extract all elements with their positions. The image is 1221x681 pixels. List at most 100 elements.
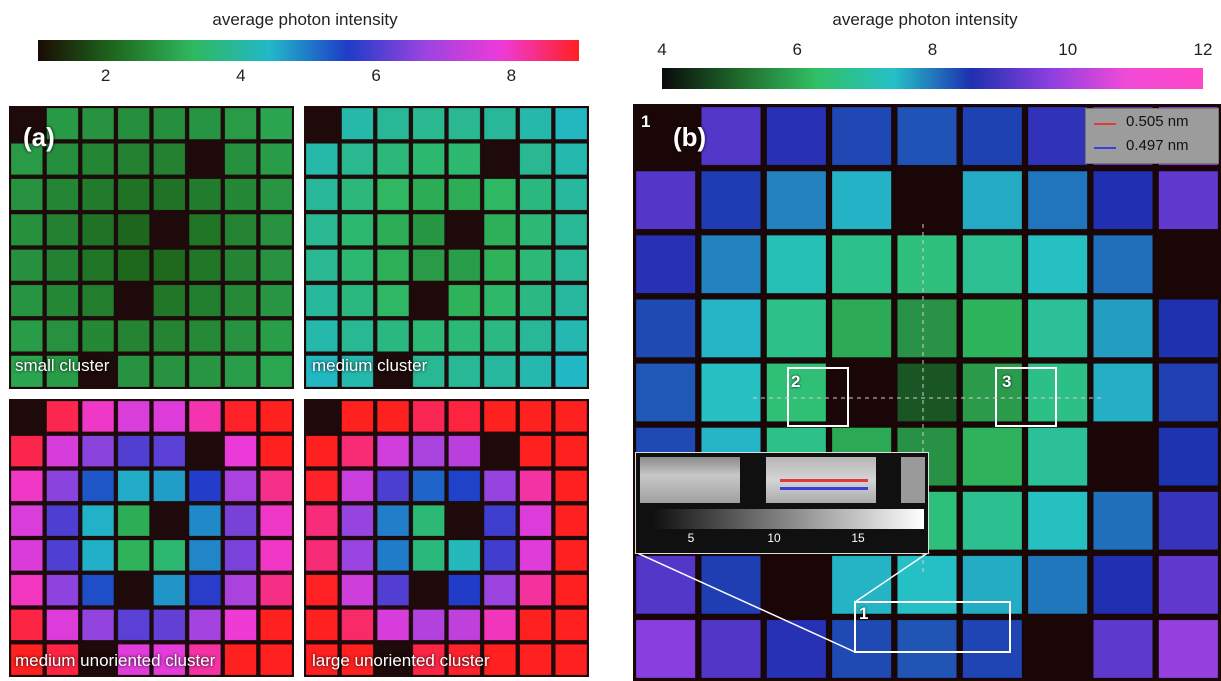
colorbar-tick: 4 [236,66,246,85]
inset-grayscale-bar [654,509,924,529]
detector-tile [341,107,374,140]
inset-red-line [780,479,868,482]
detector-tile [555,107,588,140]
detector-tile [260,178,293,211]
detector-tile [188,319,222,352]
legend-item: 0.497 nm [1086,137,1218,159]
detector-tile [46,400,79,433]
detector-image [10,107,293,388]
detector-tile [153,470,186,502]
detector-tile [519,355,552,388]
detector-tile [766,363,827,422]
detector-tile [153,574,186,606]
detector-tile [46,574,79,606]
panel-a-small-cluster: (a) small cluster [9,106,294,389]
detector-tile [519,643,552,676]
detector-tile [1158,299,1219,358]
detector-tile [519,609,552,641]
detector-tile [1158,427,1219,486]
detector-tile [448,539,481,572]
detector-tile [1158,491,1219,551]
detector-tile [1027,299,1088,358]
detector-tile [448,470,481,502]
detector-tile [46,107,79,140]
detector-tile [117,643,150,676]
detector-tile [897,106,957,166]
detector-tile [555,470,588,502]
detector-tile [483,319,517,352]
detector-tile [224,470,257,502]
detector-tile [117,178,150,211]
detector-tile [341,249,374,282]
detector-tile [962,299,1023,358]
detector-tile [188,609,222,641]
detector-tile [46,249,79,282]
detector-tile [224,178,257,211]
detector-tile [376,249,410,282]
detector-tile [555,319,588,352]
detector-tile [483,504,517,537]
detector-tile [483,213,517,246]
detector-tile [897,555,957,615]
detector-tile [1027,555,1088,615]
detector-tile [117,249,150,282]
detector-tile [701,234,761,294]
detector-tile [1027,427,1088,486]
detector-tile [46,504,79,537]
detector-tile [10,470,43,502]
detector-tile [412,400,445,433]
detector-tile [341,400,374,433]
inset-image-right [901,457,925,503]
detector-tile [1093,619,1153,679]
detector-tile [46,470,79,502]
detector-tile [10,213,43,246]
inset-connector-line [634,551,856,653]
colorbar-a-title: average photon intensity [212,10,398,29]
detector-tile [117,470,150,502]
detector-tile [897,619,957,679]
detector-tile [81,470,115,502]
detector-tile [117,213,150,246]
detector-tile [10,143,43,176]
detector-tile [224,319,257,352]
detector-tile [1093,491,1153,551]
detector-tile [412,143,445,176]
detector-tile [412,539,445,572]
detector-tile [766,234,827,294]
detector-tile [188,504,222,537]
detector-tile [376,504,410,537]
corner-number: 1 [641,112,651,131]
detector-tile [412,470,445,502]
detector-tile [117,143,150,176]
detector-tile [260,284,293,317]
box-2-label: 2 [791,372,801,391]
detector-image [10,400,293,676]
colorbar-tick: 10 [1058,40,1078,59]
detector-tile [46,609,79,641]
detector-tile [412,435,445,467]
box-3-label: 3 [1002,372,1012,391]
detector-tile [188,213,222,246]
detector-tile [341,643,374,676]
inset-image-middle [766,457,876,503]
detector-tile [635,363,696,422]
detector-tile [519,249,552,282]
colorbar-tick: 2 [100,66,111,85]
detector-tile [153,107,186,140]
legend-item: 0.505 nm [1086,113,1218,135]
detector-tile [305,143,338,176]
detector-tile [376,284,410,317]
detector-tile [519,284,552,317]
detector-tile [117,435,150,467]
detector-tile [81,400,115,433]
detector-tile [555,355,588,388]
detector-tile [46,319,79,352]
detector-tile [448,249,481,282]
box-1-label: 1 [859,604,869,623]
detector-tile [46,539,79,572]
detector-tile [188,178,222,211]
legend-label: 0.505 nm [1126,113,1189,130]
detector-tile [305,178,338,211]
detector-tile [831,106,892,166]
detector-tile [260,574,293,606]
